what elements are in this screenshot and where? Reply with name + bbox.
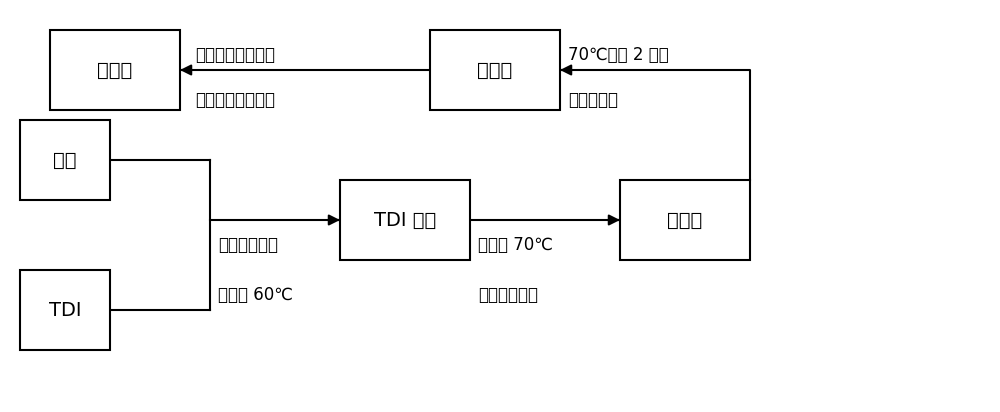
Text: TDI: TDI: [49, 300, 81, 319]
Text: 抗氧剂 60℃: 抗氧剂 60℃: [218, 286, 293, 304]
Text: 70℃保温 2 小时: 70℃保温 2 小时: [568, 46, 669, 64]
Text: 紫外线吸收剂: 紫外线吸收剂: [218, 236, 278, 254]
Text: 终止剂和剩余溶剂: 终止剂和剩余溶剂: [195, 46, 275, 64]
Text: 溶剂: 溶剂: [53, 150, 77, 169]
Bar: [340, 180, 470, 260]
Text: 分析指标合格加入: 分析指标合格加入: [195, 91, 275, 109]
Text: 改性剂 70℃: 改性剂 70℃: [478, 236, 553, 254]
Bar: [20, 270, 110, 350]
Bar: [20, 120, 110, 200]
Bar: [50, 30, 180, 110]
Text: 加入催化剂: 加入催化剂: [568, 91, 618, 109]
Text: 三羟甲基丙烷: 三羟甲基丙烷: [478, 286, 538, 304]
Text: 固化剂: 固化剂: [97, 61, 133, 80]
Text: TDI 溶液: TDI 溶液: [374, 211, 436, 229]
Text: 预聚物: 预聚物: [667, 211, 703, 229]
Text: 预聚物: 预聚物: [477, 61, 513, 80]
Bar: [430, 30, 560, 110]
Bar: [620, 180, 750, 260]
